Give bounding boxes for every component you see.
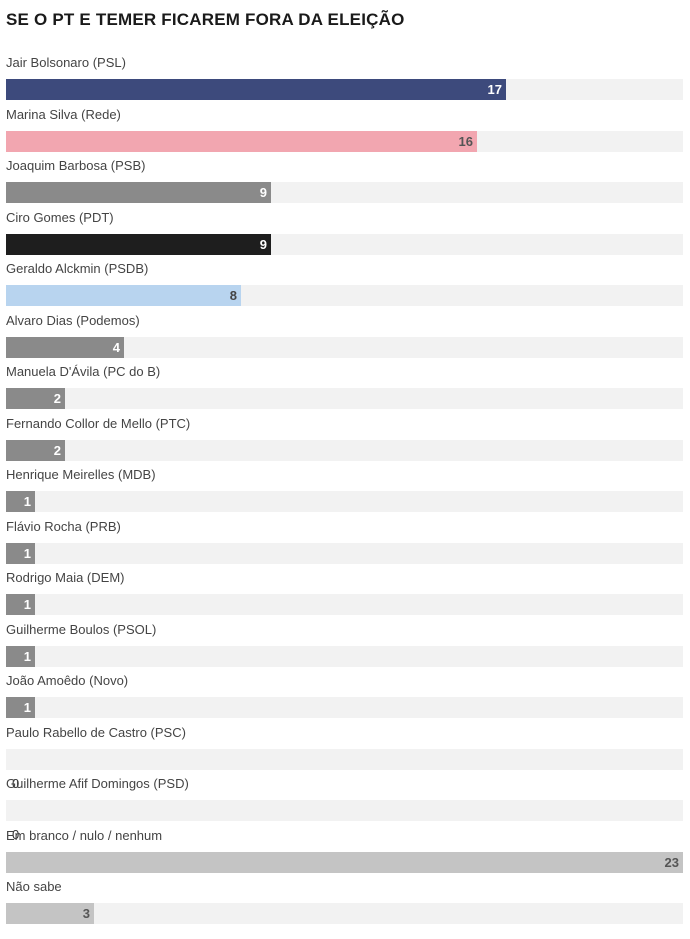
value-label: 1 [23,494,31,509]
category-label: Jair Bolsonaro (PSL) [6,55,126,70]
value-label: 1 [23,700,31,715]
bar-track: 1 [6,542,683,564]
category-label: Alvaro Dias (Podemos) [6,312,140,328]
category-label: Rodrigo Maia (DEM) [6,570,125,585]
value-label: 4 [112,339,120,355]
bar-track: 3 [6,903,683,924]
bar [6,182,271,203]
bar-track: 4 [6,336,683,358]
bar [6,903,94,924]
category-label: Joaquim Barbosa (PSB) [6,158,146,173]
chart-title: SE O PT E TEMER FICAREM FORA DA ELEIÇÃO [6,10,405,29]
category-label: Guilherme Afif Domingos (PSD) [6,776,189,791]
bar-row: Henrique Meirelles (MDB) 1 [0,467,690,519]
bar [6,336,124,358]
bar-row: Joaquim Barbosa (PSB) 9 [0,158,690,210]
bar-track: 1 [6,491,683,512]
category-label: Paulo Rabello de Castro (PSC) [6,724,186,740]
value-label: 2 [53,391,61,406]
bar-row: Rodrigo Maia (DEM) 1 [0,570,690,622]
value-label: 16 [458,133,473,149]
bar-track: 2 [6,439,683,461]
category-label: Geraldo Alckmin (PSDB) [6,261,149,276]
bar-track: 0 [6,800,683,842]
bar-track: 0 [6,748,683,791]
value-label: 2 [53,442,61,458]
bar [6,645,35,667]
bar-row: Marina Silva (Rede) 16 [0,107,690,159]
bar-row: Flávio Rocha (PRB) 1 [0,519,690,571]
bar [6,130,477,152]
category-label: Fernando Collor de Mello (PTC) [6,415,191,431]
value-label: 0 [12,775,20,791]
bar-row: Em branco / nulo / nenhum 23 [0,828,690,880]
bar-track: 16 [6,130,683,152]
bar-track: 1 [6,594,683,615]
bar [6,594,35,615]
bar-row: Guilherme Boulos (PSOL) 1 [0,622,690,674]
bar-track: 23 [6,851,683,873]
bar-row: Geraldo Alckmin (PSDB) 8 [0,261,690,313]
bar [6,388,65,409]
bar [6,439,65,461]
bar-track: 9 [6,233,683,255]
bar [6,491,35,512]
bar [6,851,683,873]
bar-row: Manuela D'Ávila (PC do B) 2 [0,364,690,416]
bar-row: Jair Bolsonaro (PSL) 17 [0,55,690,107]
bar [6,542,35,564]
category-label: Flávio Rocha (PRB) [6,518,121,534]
value-label: 8 [229,288,237,303]
bar [6,285,241,306]
bar-row: Fernando Collor de Mello (PTC) 2 [0,416,690,468]
category-label: João Amoêdo (Novo) [6,673,129,688]
value-label: 9 [259,236,267,252]
bar-track: 9 [6,182,683,203]
bar-row: Alvaro Dias (Podemos) 4 [0,313,690,365]
bar-row: Guilherme Afif Domingos (PSD) 0 [0,776,690,842]
bar-row: João Amoêdo (Novo) 1 [0,673,690,725]
bar [6,79,506,100]
value-label: 1 [23,648,31,664]
bar-row: Não sabe 3 [0,879,690,931]
value-label: 9 [259,185,267,200]
bar-row: Paulo Rabello de Castro (PSC) 0 [0,724,690,791]
category-label: Não sabe [6,879,62,894]
bar-track: 17 [6,79,683,100]
category-label: Manuela D'Ávila (PC do B) [6,364,161,379]
bar-track: 8 [6,285,683,306]
category-label: Guilherme Boulos (PSOL) [6,621,157,637]
value-label: 0 [12,827,20,842]
bar-track: 2 [6,388,683,409]
category-label: Em branco / nulo / nenhum [6,827,163,843]
value-label: 3 [82,906,90,921]
category-label: Marina Silva (Rede) [6,106,121,122]
bar-row: Ciro Gomes (PDT) 9 [0,210,690,262]
value-label: 17 [487,82,502,97]
value-label: 23 [664,854,679,870]
bar-track: 1 [6,645,683,667]
bar-track: 1 [6,697,683,718]
category-label: Ciro Gomes (PDT) [6,209,114,225]
bar [6,697,35,718]
bar [6,233,271,255]
value-label: 1 [23,597,31,612]
category-label: Henrique Meirelles (MDB) [6,467,156,482]
value-label: 1 [23,545,31,561]
